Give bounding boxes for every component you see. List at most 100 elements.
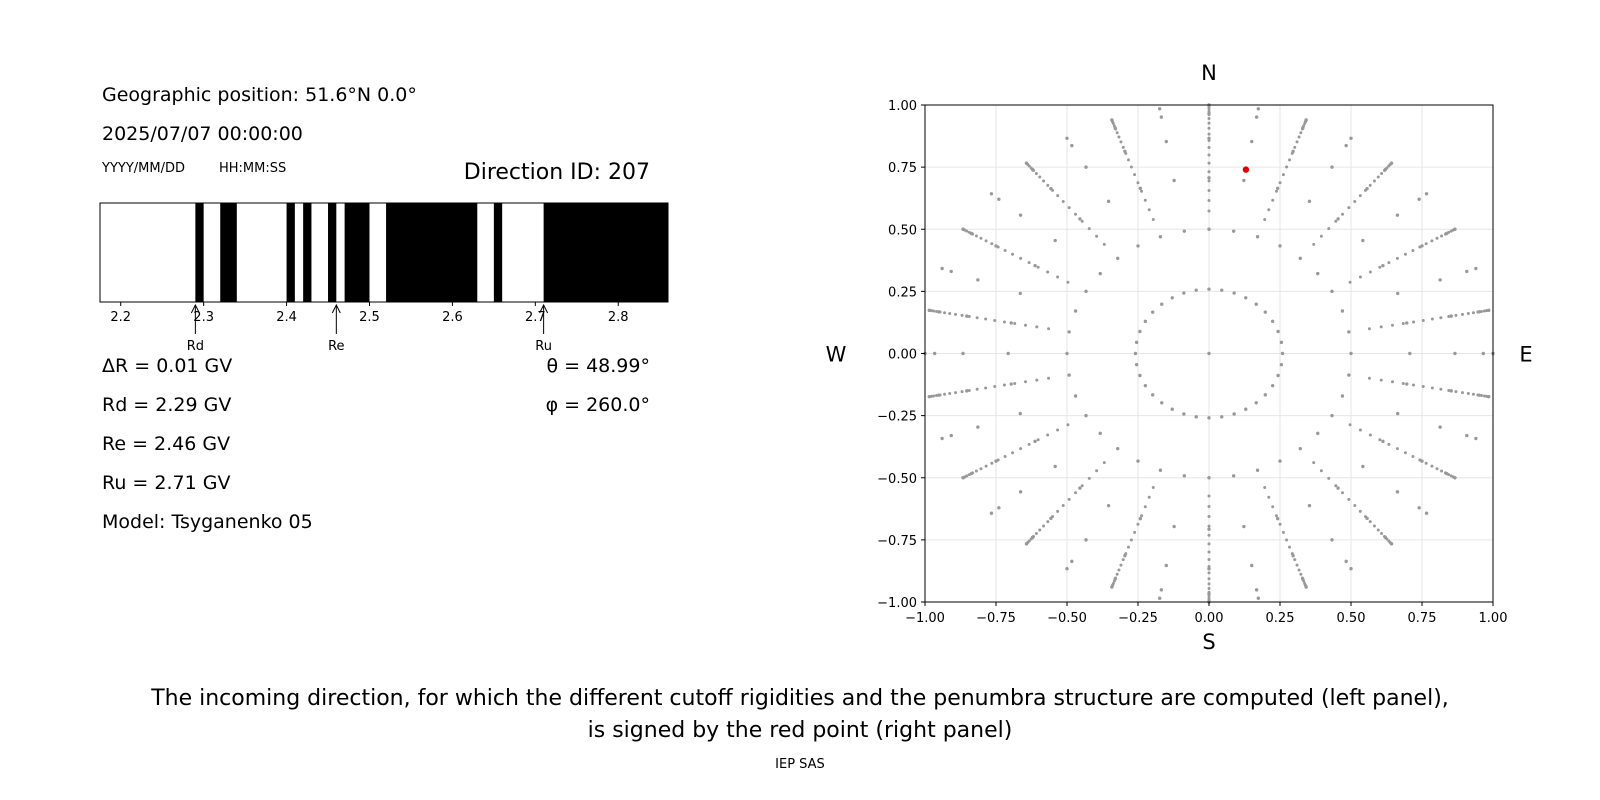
direction-point	[1207, 586, 1211, 590]
compass-west: W	[826, 343, 847, 367]
direction-point	[1029, 166, 1033, 170]
direction-point	[1232, 412, 1236, 416]
direction-point	[1038, 175, 1042, 179]
direction-point	[1035, 325, 1039, 329]
direction-point	[1330, 165, 1334, 169]
direction-point	[1207, 494, 1211, 498]
direction-point	[1172, 524, 1176, 529]
direction-point	[1147, 208, 1151, 212]
direction-point	[1159, 115, 1164, 119]
direction-point	[1471, 311, 1475, 315]
direction-point	[1376, 528, 1380, 532]
penumbra-chart: 2.2 2.3 2.4 2.5 2.6 2.7 2.8 Rd Re Ru	[99, 202, 669, 354]
direction-point	[1390, 323, 1394, 327]
direction-point	[1182, 412, 1186, 416]
direction-point	[1411, 248, 1415, 252]
rd-value: Rd = 2.29 GV	[102, 394, 232, 416]
direction-point	[1119, 140, 1123, 144]
direction-point	[1298, 446, 1302, 451]
direction-point	[1349, 351, 1353, 356]
direction-point	[1136, 181, 1140, 185]
direction-point	[1418, 245, 1422, 249]
direction-point	[1424, 192, 1429, 196]
direction-point	[1304, 585, 1308, 589]
direction-point	[1271, 198, 1275, 202]
direction-point	[1368, 520, 1372, 524]
direction-point	[1087, 227, 1091, 231]
direction-point	[949, 269, 953, 274]
direction-point	[1449, 389, 1453, 393]
direction-point	[1319, 234, 1323, 238]
date-format-label: YYYY/MM/DD	[102, 161, 185, 176]
direction-point	[1207, 179, 1211, 183]
direction-point	[1129, 165, 1133, 169]
direction-point	[1158, 468, 1163, 472]
direction-point	[1119, 563, 1123, 567]
x-tick-label: 2.6	[442, 310, 463, 325]
direction-point	[1319, 469, 1323, 473]
direction-point	[984, 317, 988, 321]
direction-point	[1157, 107, 1162, 111]
direction-point	[949, 433, 953, 438]
direction-point	[1316, 431, 1320, 436]
direction-point	[1361, 238, 1365, 243]
direction-point	[1347, 373, 1351, 377]
delta-r-value: ΔR = 0.01 GV	[102, 355, 233, 377]
direction-point	[1367, 376, 1371, 380]
direction-point	[1471, 392, 1475, 396]
direction-point	[1293, 558, 1297, 562]
direction-point	[989, 511, 994, 515]
direction-point	[1056, 194, 1060, 198]
direction-point	[1378, 438, 1382, 442]
x-tick-label: 2.5	[359, 310, 380, 325]
marker-label-ru: Ru	[535, 339, 552, 354]
direction-point	[1143, 319, 1148, 324]
forbidden-band	[344, 203, 370, 302]
direction-point	[993, 318, 997, 322]
direction-point	[1067, 330, 1071, 334]
direction-point	[1036, 265, 1040, 269]
direction-point	[1116, 446, 1120, 451]
direction-point	[1018, 291, 1022, 296]
direction-point	[1358, 509, 1362, 513]
direction-point	[1138, 186, 1143, 191]
theta-value: θ = 48.99°	[546, 355, 650, 377]
direction-point	[1182, 229, 1187, 233]
direction-point	[1134, 362, 1139, 367]
direction-point	[1344, 559, 1348, 564]
direction-point	[934, 309, 938, 313]
direction-point	[1274, 514, 1278, 518]
direction-point	[967, 230, 971, 234]
forbidden-band	[303, 203, 312, 302]
direction-points	[923, 103, 1495, 604]
direction-point	[1231, 474, 1236, 478]
direction-point	[1053, 238, 1057, 243]
direction-point	[1297, 135, 1301, 139]
direction-point	[1129, 538, 1133, 542]
re-value: Re = 2.46 GV	[102, 433, 231, 455]
direction-point	[1115, 131, 1119, 135]
direction-point	[1207, 533, 1211, 537]
direction-point	[1024, 380, 1028, 384]
direction-point	[1073, 394, 1078, 398]
direction-point	[1312, 242, 1316, 246]
direction-point	[1466, 311, 1470, 315]
direction-point	[1070, 559, 1074, 564]
direction-point	[1207, 287, 1211, 291]
direction-point	[1395, 256, 1399, 260]
direction-point	[1207, 527, 1211, 531]
direction-point	[1018, 490, 1023, 494]
direction-point	[1263, 218, 1267, 222]
direction-point	[1164, 139, 1168, 144]
direction-point	[1401, 381, 1405, 385]
direction-point	[1024, 323, 1028, 327]
direction-point	[1381, 439, 1385, 444]
direction-point	[1453, 476, 1457, 480]
direction-point	[1106, 199, 1111, 204]
direction-point	[1385, 537, 1389, 541]
direction-point	[1250, 563, 1254, 568]
direction-point	[1056, 509, 1060, 513]
direction-point	[1256, 596, 1261, 600]
direction-point	[1070, 143, 1074, 148]
direction-point	[1033, 439, 1037, 444]
